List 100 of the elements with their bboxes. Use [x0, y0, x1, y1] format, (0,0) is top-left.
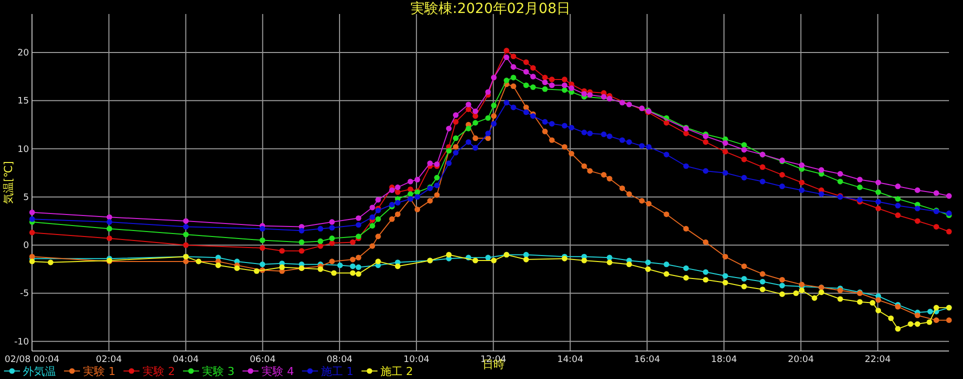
- point: [298, 248, 304, 254]
- y-tick-label: 10: [18, 144, 30, 155]
- point: [530, 84, 536, 90]
- point: [587, 92, 593, 98]
- point: [798, 288, 805, 294]
- x-tick-label: 06:04: [250, 355, 276, 365]
- point: [260, 262, 266, 268]
- point: [895, 202, 901, 208]
- point: [798, 180, 805, 186]
- point: [562, 82, 568, 88]
- point: [914, 321, 920, 327]
- point: [568, 85, 574, 91]
- point: [702, 139, 708, 145]
- point: [639, 143, 645, 149]
- point: [523, 104, 529, 110]
- point: [472, 120, 478, 126]
- point: [434, 182, 440, 188]
- point: [408, 191, 414, 197]
- point: [626, 139, 632, 145]
- point: [722, 170, 728, 176]
- point: [645, 266, 651, 272]
- point: [106, 226, 112, 232]
- point: [318, 226, 324, 232]
- point: [798, 162, 805, 168]
- point: [466, 106, 472, 112]
- point: [914, 187, 920, 194]
- point: [818, 289, 824, 296]
- point: [619, 137, 626, 143]
- point: [914, 218, 920, 224]
- point: [600, 172, 607, 178]
- point: [196, 258, 202, 264]
- point: [485, 254, 491, 260]
- x-tick-label: 14:04: [557, 355, 584, 365]
- point: [510, 54, 516, 60]
- point: [350, 256, 356, 262]
- point: [510, 104, 516, 110]
- point: [446, 160, 452, 166]
- point: [875, 308, 882, 314]
- point: [760, 271, 766, 277]
- point: [504, 54, 510, 60]
- point: [446, 252, 452, 258]
- point: [279, 264, 285, 270]
- point: [375, 216, 381, 222]
- point: [510, 83, 516, 90]
- point: [875, 198, 882, 205]
- point: [510, 74, 516, 80]
- point: [626, 191, 632, 197]
- point: [452, 144, 459, 150]
- point: [260, 245, 266, 251]
- point: [472, 145, 478, 151]
- point: [466, 126, 472, 132]
- point: [946, 317, 952, 323]
- point: [875, 180, 882, 186]
- point: [934, 190, 940, 196]
- legend-label: 外気温: [23, 365, 56, 378]
- point: [427, 160, 433, 166]
- point: [793, 290, 799, 296]
- point: [549, 137, 555, 143]
- point: [857, 299, 863, 305]
- point: [408, 186, 414, 192]
- point: [946, 193, 952, 199]
- point: [318, 238, 324, 244]
- point: [523, 59, 529, 65]
- point: [434, 174, 440, 180]
- point: [683, 130, 689, 136]
- point: [664, 211, 670, 218]
- point: [562, 76, 568, 82]
- point: [568, 124, 574, 130]
- legend-label: 実験 2: [142, 365, 175, 378]
- point: [452, 150, 459, 156]
- point: [908, 321, 914, 327]
- point: [619, 100, 626, 106]
- point: [542, 80, 548, 86]
- point: [298, 239, 304, 245]
- point: [375, 258, 381, 264]
- point: [741, 156, 747, 162]
- point: [818, 167, 824, 173]
- point: [356, 264, 362, 270]
- point: [434, 192, 440, 198]
- point: [760, 286, 766, 292]
- point: [760, 164, 766, 170]
- point: [504, 100, 510, 106]
- point: [779, 276, 785, 283]
- point: [683, 275, 689, 281]
- point: [329, 224, 335, 231]
- point: [485, 115, 491, 121]
- point: [549, 120, 555, 127]
- point: [523, 68, 529, 75]
- point: [530, 65, 536, 71]
- point: [683, 226, 689, 232]
- point: [183, 242, 189, 248]
- point: [375, 197, 381, 203]
- point: [927, 308, 933, 314]
- point: [329, 258, 335, 264]
- x-tick-label: 04:04: [172, 355, 200, 365]
- point: [523, 252, 529, 258]
- point: [914, 206, 920, 212]
- point: [394, 263, 401, 270]
- x-tick-label: 22:04: [864, 355, 892, 365]
- point: [895, 326, 901, 332]
